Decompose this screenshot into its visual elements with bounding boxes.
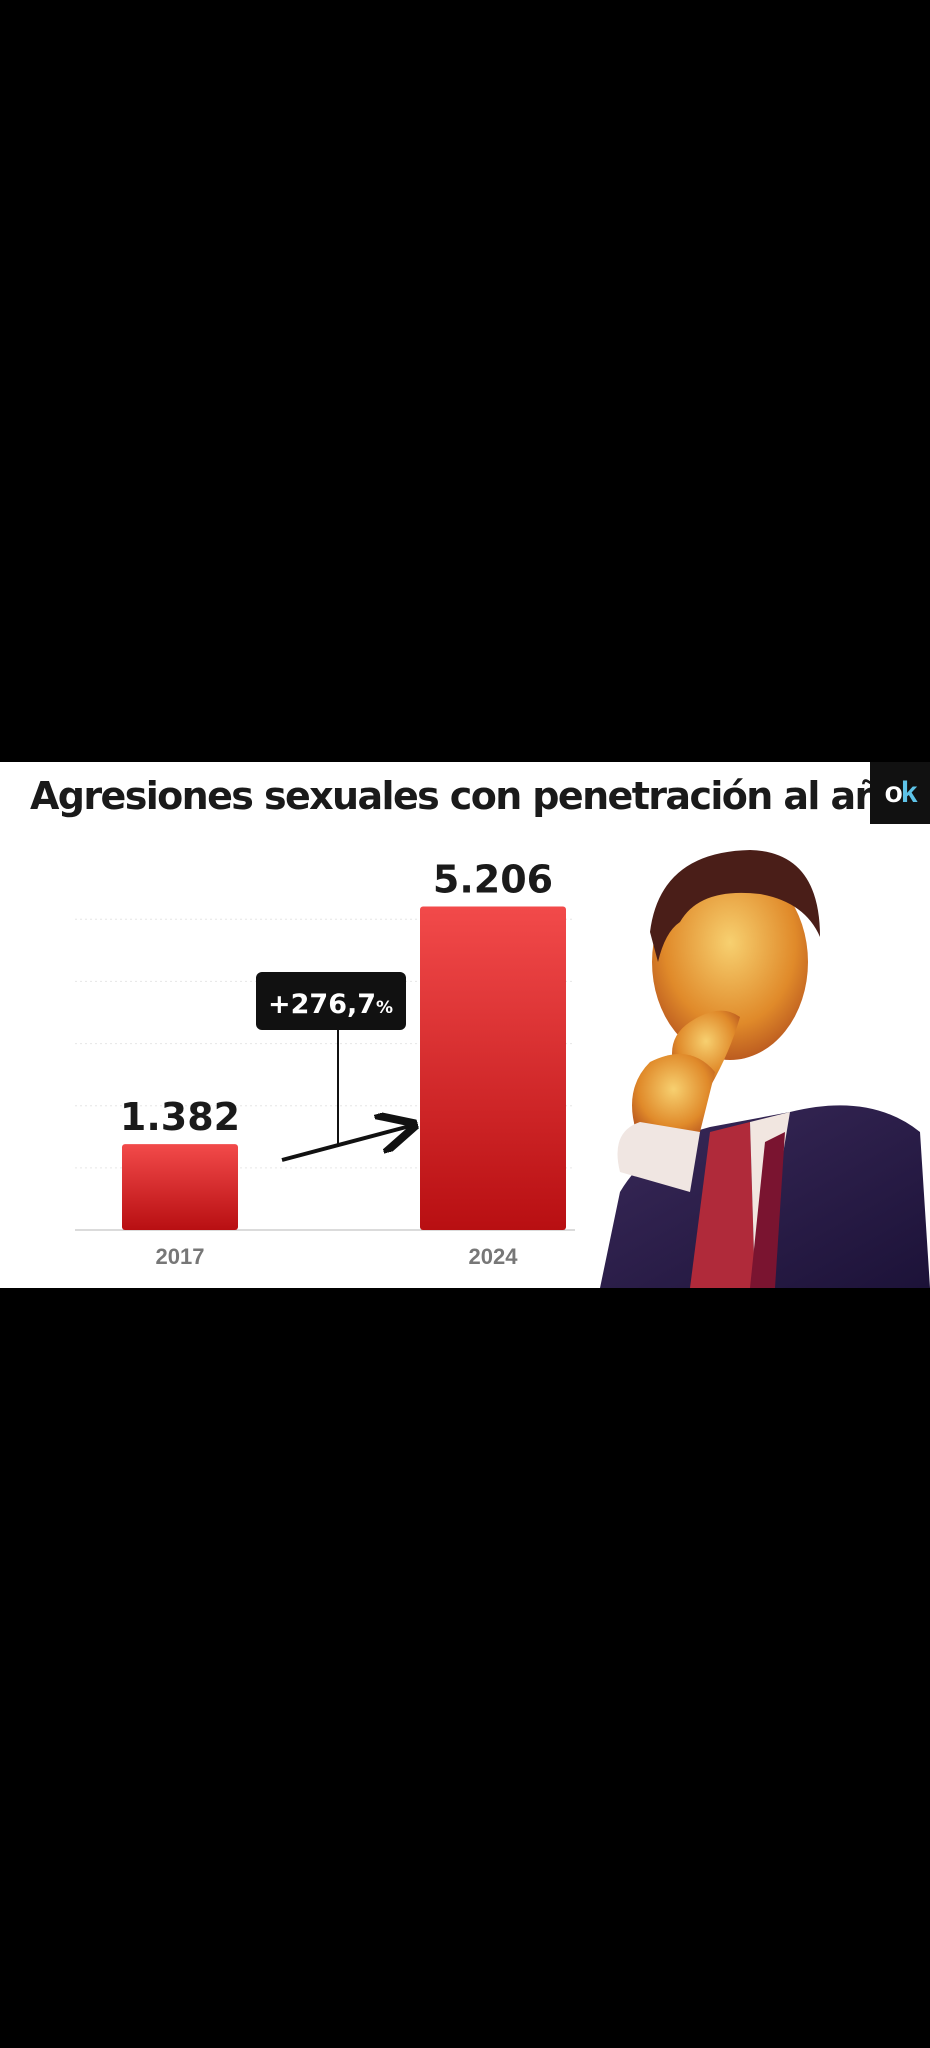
x-tick-2017: 2017 [156, 1244, 205, 1269]
logo-letter-k: k [900, 776, 918, 809]
bar-2017 [122, 1144, 238, 1230]
chart-title: Agresiones sexuales con penetración al a… [30, 774, 906, 818]
bar-2024 [420, 906, 566, 1230]
bars-group: 1.382 2017 5.206 2024 [120, 857, 566, 1269]
growth-arrow [281, 1126, 410, 1162]
bar-chart: 1.382 2017 5.206 2024 +276,7% [75, 857, 575, 1269]
logo-letter-o: o [884, 776, 902, 809]
chart-card: Agresiones sexuales con penetración al a… [0, 762, 930, 1288]
callout-box [256, 972, 406, 1030]
growth-callout: +276,7% [256, 972, 410, 1162]
value-label-2024: 5.206 [433, 857, 553, 901]
growth-label: +276,7% [268, 989, 393, 1020]
value-label-2017: 1.382 [120, 1095, 240, 1139]
x-tick-2024: 2024 [469, 1244, 519, 1269]
politician-portrait-illustration [600, 850, 930, 1288]
